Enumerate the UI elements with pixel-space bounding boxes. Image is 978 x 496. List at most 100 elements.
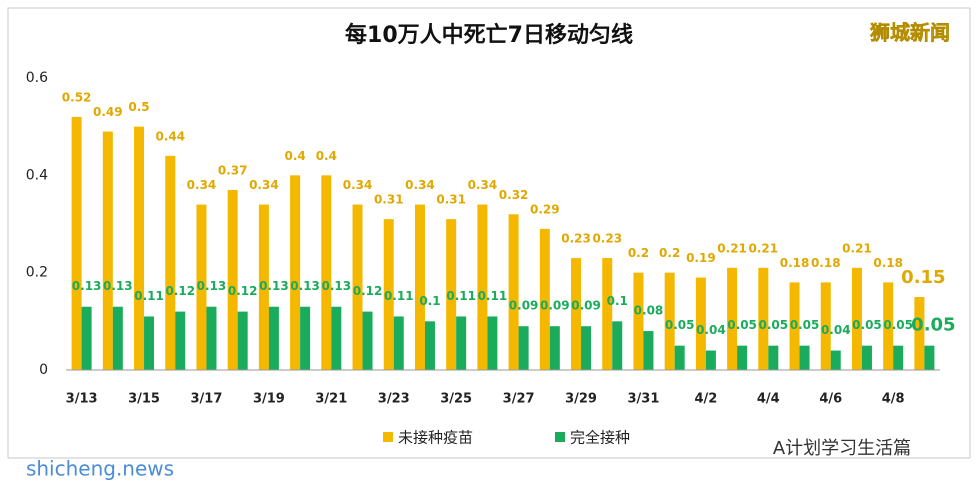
x-tick-label: 4/4 — [757, 392, 780, 407]
account-label: A计划学习生活篇 — [773, 438, 911, 459]
bar — [258, 204, 269, 370]
data-label: 0.13 — [322, 279, 352, 293]
bar — [393, 316, 404, 370]
data-label: 0.34 — [249, 178, 279, 192]
bar — [727, 267, 738, 370]
bar — [175, 311, 186, 370]
x-tick-label: 4/6 — [819, 392, 842, 407]
bar — [571, 258, 582, 370]
data-label: 0.13 — [103, 279, 133, 293]
bar — [508, 214, 519, 370]
bar — [456, 316, 467, 370]
data-label: 0.18 — [780, 256, 810, 270]
bar — [321, 175, 332, 370]
bar — [799, 345, 810, 370]
bar — [237, 311, 248, 370]
data-label: 0.12 — [228, 284, 258, 298]
x-tick-label: 3/29 — [565, 392, 597, 407]
bar — [758, 267, 769, 370]
data-label: 0.13 — [197, 279, 227, 293]
x-tick-label: 3/15 — [128, 392, 160, 407]
bar — [424, 321, 435, 370]
data-label: 0.13 — [259, 279, 289, 293]
data-label: 0.34 — [343, 178, 373, 192]
data-label: 0.44 — [155, 129, 185, 143]
data-label: 0.05 — [727, 318, 757, 332]
bar — [861, 345, 872, 370]
bar — [612, 321, 623, 370]
bar — [549, 326, 560, 370]
bar — [768, 345, 779, 370]
data-label: 0.4 — [284, 149, 305, 163]
bar — [883, 282, 894, 370]
data-label: 0.11 — [478, 289, 508, 303]
bar — [81, 306, 92, 370]
bar — [737, 345, 748, 370]
data-label: 0.04 — [821, 323, 851, 337]
data-label: 0.34 — [405, 178, 435, 192]
y-tick-label: 0.6 — [26, 70, 48, 86]
data-label: 0.23 — [561, 232, 591, 246]
bar — [633, 272, 644, 370]
data-label: 0.4 — [316, 149, 337, 163]
data-label: 0.1 — [607, 294, 628, 308]
data-label: 0.09 — [571, 299, 601, 313]
data-label: 0.37 — [218, 163, 248, 177]
data-label: 0.5 — [128, 100, 149, 114]
y-tick-label: 0.4 — [26, 167, 48, 183]
data-label: 0.21 — [717, 241, 747, 255]
bar — [924, 345, 935, 370]
chart-frame — [7, 7, 971, 459]
bar — [268, 306, 279, 370]
x-tick-label: 3/23 — [378, 392, 410, 407]
data-label: 0.05 — [790, 318, 820, 332]
bar — [602, 258, 613, 370]
x-tick-label: 4/2 — [694, 392, 717, 407]
data-label: 0.04 — [696, 323, 726, 337]
x-tick-label: 3/31 — [628, 392, 660, 407]
x-tick-label: 3/25 — [440, 392, 472, 407]
watermark: 狮城新闻 — [870, 21, 950, 45]
bar — [518, 326, 529, 370]
bar — [227, 189, 238, 370]
bar — [414, 204, 425, 370]
data-label: 0.05 — [883, 318, 913, 332]
data-label: 0.21 — [842, 241, 872, 255]
bar — [134, 126, 145, 371]
data-label: 0.1 — [419, 294, 440, 308]
data-label: 0.05 — [911, 315, 955, 336]
legend-label: 完全接种 — [570, 429, 630, 447]
bar — [446, 219, 457, 370]
data-label: 0.09 — [540, 299, 570, 313]
data-label: 0.18 — [873, 256, 903, 270]
bar — [674, 345, 685, 370]
bar — [487, 316, 498, 370]
data-label: 0.29 — [530, 202, 560, 216]
bar — [71, 116, 82, 370]
data-label: 0.34 — [187, 178, 217, 192]
x-tick-label: 3/13 — [66, 392, 98, 407]
data-label: 0.05 — [665, 318, 695, 332]
bar — [914, 297, 925, 370]
bar — [581, 326, 592, 370]
data-label: 0.34 — [468, 178, 498, 192]
bar — [352, 204, 363, 370]
data-label: 0.12 — [165, 284, 195, 298]
x-tick-label: 3/21 — [315, 392, 347, 407]
data-label: 0.12 — [353, 284, 383, 298]
data-label: 0.13 — [72, 279, 102, 293]
bar — [664, 272, 675, 370]
bar — [820, 282, 831, 370]
data-label: 0.08 — [634, 304, 664, 318]
bar — [705, 350, 716, 370]
y-tick-label: 0.2 — [26, 265, 48, 281]
bar — [196, 204, 207, 370]
data-label: 0.11 — [134, 289, 164, 303]
bar — [112, 306, 123, 370]
bar — [695, 277, 706, 370]
data-label: 0.31 — [374, 193, 404, 207]
data-label: 0.18 — [811, 256, 841, 270]
bar — [300, 306, 311, 370]
data-label: 0.15 — [901, 267, 945, 288]
